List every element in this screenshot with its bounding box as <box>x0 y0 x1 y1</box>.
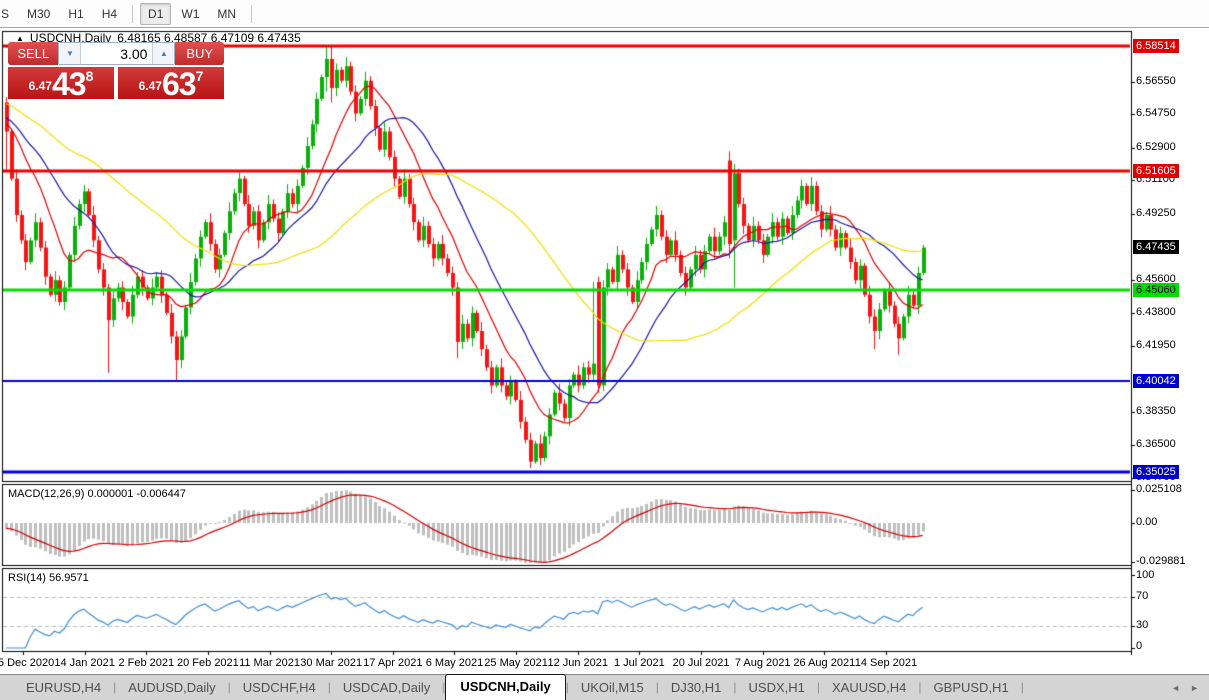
tab-separator: | <box>565 679 569 694</box>
price-axis-tick: 6.45600 <box>1136 273 1176 286</box>
rsi-indicator-label: RSI(14) 56.9571 <box>8 572 89 584</box>
date-axis-label: 26 Aug 2021 <box>793 657 856 669</box>
price-axis-tick: 6.38350 <box>1136 404 1176 417</box>
chart-symbol-label: USDCNH,Daily <box>29 31 112 45</box>
rsi-axis-tick: 30 <box>1136 619 1149 632</box>
tab-separator: | <box>227 679 231 694</box>
price-axis-tick: 6.41950 <box>1136 339 1176 352</box>
macd-axis-tick: 0.025108 <box>1136 483 1182 495</box>
tab-separator: | <box>113 679 117 694</box>
volume-decrease-button[interactable]: ▼ <box>59 43 82 64</box>
chart-title: ▲ USDCNH,Daily 6.48165 6.48587 6.47109 6… <box>16 31 301 45</box>
date-axis-label: 12 Jun 2021 <box>547 657 609 669</box>
sell-price-box[interactable]: 6.47 43 8 <box>8 66 114 102</box>
date-axis-label: 11 Mar 2021 <box>239 657 301 669</box>
date-axis-label: 6 May 2021 <box>425 657 484 669</box>
macd-indicator-label: MACD(12,26,9) 0.000001 -0.006447 <box>8 488 186 500</box>
tab-scroll-controls: ◄ ► <box>1171 683 1199 693</box>
timeframe-button-d1[interactable]: D1 <box>140 2 172 25</box>
volume-stepper: ▼ 3.00 ▲ <box>58 42 176 65</box>
tab-gbpusd-h1[interactable]: GBPUSD,H1 <box>933 680 1009 695</box>
date-axis-label: 2 Feb 2021 <box>118 657 175 669</box>
tab-usdx-h1[interactable]: USDX,H1 <box>748 680 805 695</box>
sell-price-sup: 8 <box>85 68 94 84</box>
tab-usdchf-h4[interactable]: USDCHF,H4 <box>242 680 316 695</box>
timeframe-button-h4[interactable]: H4 <box>101 6 118 21</box>
buy-price-big: 63 <box>161 66 197 102</box>
price-axis-badge: 6.35025 <box>1133 465 1179 480</box>
tab-separator: | <box>655 679 659 694</box>
buy-price-small: 6.47 <box>138 79 162 93</box>
tab-usdcnh-daily[interactable]: USDCNH,Daily <box>445 674 566 700</box>
tab-xauusd-h4[interactable]: XAUUSD,H4 <box>832 680 907 695</box>
volume-increase-button[interactable]: ▲ <box>152 43 175 64</box>
rsi-axis-tick: 0 <box>1136 640 1143 652</box>
date-axis-label: 25 Dec 2020 <box>0 657 55 669</box>
volume-input[interactable]: 3.00 <box>120 45 148 62</box>
tab-eurusd-h4[interactable]: EURUSD,H4 <box>26 680 102 695</box>
collapse-icon[interactable]: ▲ <box>16 33 24 43</box>
timeframe-button-h1[interactable]: H1 <box>68 6 84 21</box>
rsi-axis-tick: 70 <box>1136 589 1149 602</box>
date-axis-label: 30 Mar 2021 <box>300 657 363 669</box>
macd-axis-tick: -0.029881 <box>1136 555 1186 568</box>
price-axis-badge: 6.45060 <box>1133 283 1179 298</box>
price-axis-tick: 6.36500 <box>1136 438 1176 451</box>
macd-axis-tick: 0.00 <box>1136 516 1158 528</box>
sell-price-small: 6.47 <box>28 79 52 93</box>
tab-separator: | <box>442 679 446 694</box>
price-axis-badge: 6.58514 <box>1133 39 1179 53</box>
tab-audusd-daily[interactable]: AUDUSD,Daily <box>128 680 216 695</box>
date-axis-label: 20 Jul 2021 <box>672 657 730 669</box>
rsi-axis-tick: 100 <box>1136 569 1155 581</box>
one-click-trade-panel: SELL ▼ 3.00 ▲ BUY 6.47 43 8 6.47 63 7 <box>8 42 224 102</box>
buy-price-sup: 7 <box>195 68 204 84</box>
date-axis-label: 17 Apr 2021 <box>363 657 423 669</box>
sell-price-big: 43 <box>51 66 87 102</box>
tab-separator: | <box>918 679 922 694</box>
sell-button[interactable]: SELL <box>8 42 59 65</box>
date-axis-label: 1 Jul 2021 <box>614 657 665 669</box>
tab-separator: | <box>1020 679 1024 694</box>
buy-button[interactable]: BUY <box>175 42 224 65</box>
date-axis-label: 7 Aug 2021 <box>734 657 791 669</box>
price-axis-tick: 6.56550 <box>1136 74 1176 87</box>
date-axis-label: 14 Sep 2021 <box>854 657 918 669</box>
tab-separator: | <box>816 679 820 694</box>
price-axis-badge: 6.47435 <box>1133 239 1179 254</box>
toolbar-separator <box>251 4 253 23</box>
tabs-scroll-right-button[interactable]: ► <box>1190 682 1199 693</box>
price-axis-tick: 6.49250 <box>1136 207 1176 220</box>
toolbar-separator <box>132 4 134 23</box>
chart-ohlc-values: 6.48165 6.48587 6.47109 6.47435 <box>117 31 301 45</box>
tab-ukoil-m15[interactable]: UKOil,M15 <box>580 680 644 695</box>
timeframe-button-w1[interactable]: W1 <box>181 6 200 21</box>
price-axis-badge: 6.40042 <box>1133 374 1179 389</box>
tab-usdcad-daily[interactable]: USDCAD,Daily <box>342 680 431 695</box>
timeframe-button-mn[interactable]: MN <box>217 6 237 21</box>
timeframe-button-m30[interactable]: M30 <box>27 6 51 21</box>
price-axis-tick: 6.52900 <box>1136 140 1176 153</box>
date-axis-label: 20 Feb 2021 <box>177 657 239 669</box>
timeframe-button-s[interactable]: S <box>1 6 10 21</box>
tabs-scroll-left-button[interactable]: ◄ <box>1171 682 1181 693</box>
price-axis-tick: 6.54750 <box>1136 107 1176 120</box>
price-axis-badge: 6.51605 <box>1133 164 1179 179</box>
date-axis-label: 25 May 2021 <box>484 657 548 669</box>
tab-separator: | <box>327 679 331 694</box>
timeframe-toolbar: S M30 H1 H4 D1 W1 MN <box>0 0 1209 28</box>
symbol-tab-bar: EURUSD,H4 | AUDUSD,Daily | USDCHF,H4 | USDCAD,… <box>0 674 1209 700</box>
buy-price-box[interactable]: 6.47 63 7 <box>118 66 224 102</box>
price-axis-tick: 6.43800 <box>1136 305 1176 318</box>
tab-separator: | <box>733 679 737 694</box>
tab-dj30-h1[interactable]: DJ30,H1 <box>670 680 722 695</box>
date-axis-label: 14 Jan 2021 <box>54 657 115 669</box>
